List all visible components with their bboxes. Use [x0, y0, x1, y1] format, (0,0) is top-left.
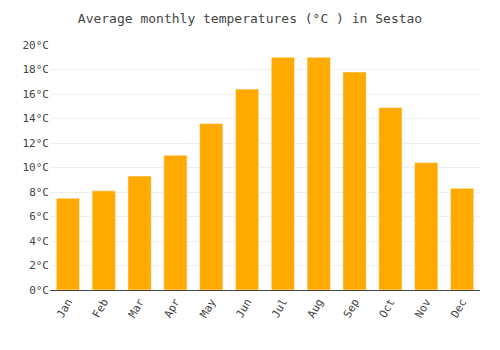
- svg-text:6°C: 6°C: [29, 210, 49, 223]
- svg-text:Jun: Jun: [233, 296, 254, 320]
- svg-text:Aug: Aug: [305, 296, 326, 320]
- svg-text:Sep: Sep: [341, 296, 362, 320]
- svg-text:Average monthly temperatures (: Average monthly temperatures (°C ) in Se…: [78, 11, 422, 26]
- svg-text:16°C: 16°C: [23, 88, 50, 101]
- svg-text:Jan: Jan: [54, 296, 75, 320]
- svg-text:Jul: Jul: [269, 296, 290, 320]
- svg-text:8°C: 8°C: [29, 186, 49, 199]
- svg-text:2°C: 2°C: [29, 259, 49, 272]
- svg-text:18°C: 18°C: [23, 63, 50, 76]
- svg-text:Mar: Mar: [126, 296, 147, 320]
- svg-text:20°C: 20°C: [23, 39, 50, 52]
- svg-text:12°C: 12°C: [23, 137, 50, 150]
- svg-text:10°C: 10°C: [23, 161, 50, 174]
- svg-text:Dec: Dec: [448, 296, 469, 320]
- svg-text:May: May: [197, 296, 218, 320]
- svg-text:Feb: Feb: [90, 296, 111, 320]
- svg-text:Nov: Nov: [412, 296, 433, 320]
- svg-text:Apr: Apr: [162, 296, 183, 320]
- svg-text:14°C: 14°C: [23, 112, 50, 125]
- svg-text:4°C: 4°C: [29, 235, 49, 248]
- svg-text:0°C: 0°C: [29, 284, 49, 297]
- svg-text:Oct: Oct: [377, 296, 398, 320]
